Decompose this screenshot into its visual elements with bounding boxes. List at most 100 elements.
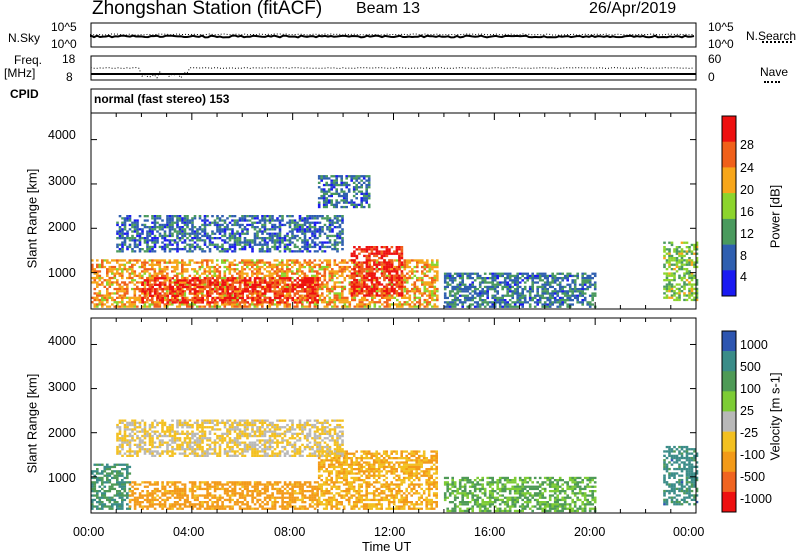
power-cell (251, 215, 254, 218)
power-cell (458, 299, 462, 302)
velocity-cell (103, 470, 107, 473)
power-cell (453, 296, 457, 300)
power-cell (311, 294, 314, 297)
power-cell (323, 272, 327, 275)
power-cell (370, 270, 374, 273)
power-cell (385, 252, 389, 255)
power-cell (685, 298, 689, 302)
power-cell (156, 277, 159, 280)
power-cell (206, 285, 209, 289)
power-cell (221, 223, 224, 227)
power-cell (538, 294, 542, 297)
power-cell (303, 283, 307, 286)
power-cell (362, 199, 366, 202)
power-cell (463, 296, 467, 300)
power-cell (398, 265, 401, 269)
power-cell (385, 248, 389, 251)
power-cell (143, 292, 147, 295)
power-cell (378, 290, 382, 293)
power-cell (380, 252, 384, 255)
power-cell (156, 292, 159, 295)
power-cell (342, 194, 346, 198)
power-cell (665, 294, 669, 297)
power-cell (416, 305, 419, 308)
power-cell (111, 268, 114, 271)
power-cell (375, 294, 379, 297)
power-cell (271, 290, 274, 293)
power-cell (548, 303, 552, 306)
power-cell (138, 281, 142, 284)
power-cell (221, 245, 224, 249)
power-cell (293, 219, 297, 222)
power-cell (193, 245, 197, 249)
power-cell (316, 221, 319, 224)
power-cell (336, 221, 339, 224)
velocity-cell (123, 483, 127, 486)
power-cell (136, 274, 139, 277)
power-cell (246, 261, 249, 264)
power-cell (546, 281, 549, 284)
power-cell (335, 201, 338, 204)
power-cell (268, 283, 272, 286)
power-cell (293, 221, 297, 224)
velocity-cell (118, 485, 122, 488)
power-cell (286, 279, 289, 282)
power-cell (383, 246, 386, 249)
power-cell (376, 268, 379, 271)
power-cell (231, 301, 234, 304)
velocity-cell (93, 481, 97, 484)
power-cell (670, 241, 674, 244)
power-cell (191, 221, 194, 224)
power-cell (506, 288, 509, 291)
power-cell (350, 285, 354, 288)
velocity-cell (128, 494, 132, 497)
power-cell (93, 303, 97, 306)
power-cell (365, 261, 369, 264)
power-cell (327, 188, 331, 191)
power-cell (581, 292, 584, 295)
power-cell (221, 230, 224, 233)
power-cell (168, 241, 172, 244)
power-cell (278, 303, 282, 306)
power-cell (141, 230, 144, 233)
power-cell (411, 270, 414, 273)
power-cell (383, 259, 386, 262)
power-cell (288, 221, 292, 224)
power-cell (166, 261, 169, 264)
power-cell (136, 296, 139, 299)
power-cell (131, 248, 134, 251)
power-cell (368, 272, 371, 275)
power-cell (181, 219, 184, 222)
power-cell (306, 277, 309, 280)
power-cell (318, 285, 322, 288)
power-cell (413, 294, 417, 297)
power-cell (521, 272, 524, 275)
power-cell (528, 288, 532, 291)
velocity-cell (106, 498, 109, 502)
velocity-cell (116, 481, 119, 484)
power-cell (508, 279, 512, 282)
power-cell (186, 299, 189, 302)
power-cell (216, 274, 219, 277)
power-cell (328, 259, 332, 262)
power-cell (342, 190, 346, 193)
power-cell (231, 223, 234, 227)
power-cell (398, 259, 401, 262)
velocity-cell (121, 494, 124, 497)
power-cell (221, 239, 224, 242)
power-cell (366, 303, 369, 306)
velocity-cell (111, 505, 114, 508)
power-cell (166, 265, 169, 269)
power-cell (186, 305, 189, 308)
power-cell (218, 223, 222, 227)
power-cell (193, 301, 197, 304)
velocity-cell (101, 503, 104, 506)
power-cell (403, 281, 407, 284)
power-cell (98, 279, 102, 282)
power-cell (458, 272, 462, 275)
power-cell (276, 219, 279, 222)
nsky-label: N.Sky (8, 31, 41, 45)
power-cell (533, 281, 537, 284)
power-cell (385, 285, 389, 288)
power-cell (251, 217, 254, 220)
